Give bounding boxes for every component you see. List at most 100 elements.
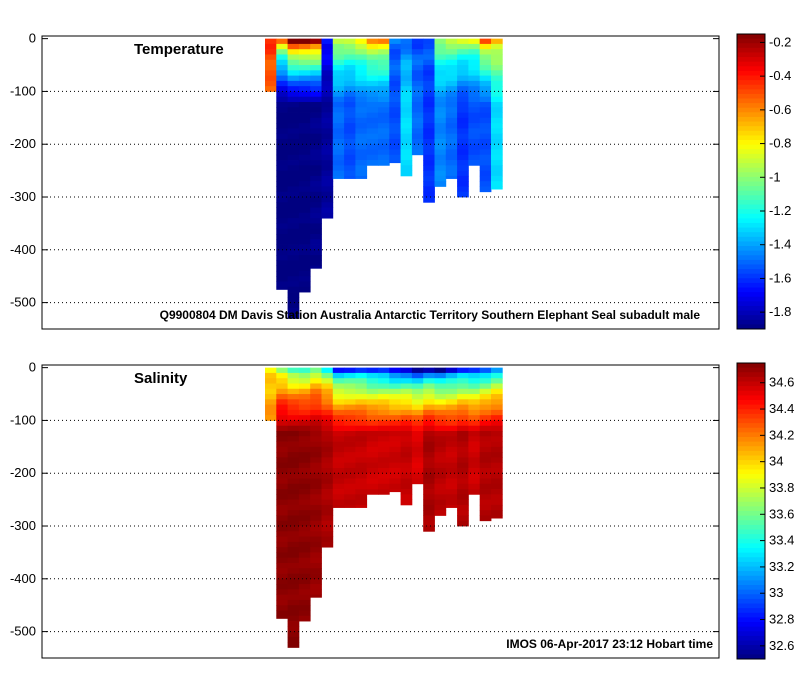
salinity-ytick-label: 0 [29,360,36,375]
salinity-cell [310,568,322,574]
temperature-cell [344,112,356,119]
salinity-cell [287,541,300,548]
temperature-ytick-label: -500 [10,295,36,310]
salinity-cell [310,430,322,437]
salinity-colorbar-tick-label: 32.6 [769,638,794,653]
salinity-cell [423,467,435,474]
temperature-cell [355,91,368,98]
salinity-cell [321,394,334,400]
salinity-colorbar-swatch [737,561,765,568]
salinity-cell [378,483,390,490]
temperature-cell [411,107,424,113]
salinity-colorbar-swatch [737,427,765,433]
temperature-cell [366,75,379,82]
temperature-cell [276,181,288,187]
salinity-cell [310,499,322,506]
salinity-cell [287,388,300,395]
salinity-cell [491,473,503,479]
salinity-cell [321,520,334,527]
salinity-cell [332,383,345,390]
salinity-colorbar-swatch [737,617,765,623]
salinity-cell [411,372,424,379]
salinity-cell [287,557,300,564]
salinity-cell [298,610,311,617]
salinity-cell [378,409,390,416]
temperature-cell [378,160,390,166]
temperature-cell [491,123,503,129]
temperature-colorbar-swatch [737,57,765,63]
salinity-cell [344,378,356,384]
temperature-cell [434,160,447,166]
salinity-cell [332,452,345,458]
temperature-cell [366,43,379,50]
temperature-cell [423,38,435,45]
salinity-cell [366,399,379,405]
temperature-cell [298,270,311,277]
salinity-colorbar-swatch [737,367,765,373]
temperature-cell [332,107,345,113]
salinity-colorbar-swatch [737,501,765,507]
temperature-cell [389,80,401,87]
temperature-cell [298,59,311,66]
temperature-cell [378,80,390,87]
salinity-cell [457,489,469,495]
temperature-cell [423,91,435,98]
salinity-cell [445,425,458,432]
temperature-cell [287,197,300,203]
salinity-ytick-label: -200 [10,465,36,480]
temperature-cell [287,265,300,272]
temperature-cell [389,107,401,113]
temperature-colorbar-swatch [737,278,765,284]
salinity-cell [265,394,277,400]
temperature-colorbar-frame [736,33,766,330]
temperature-cell [479,112,492,119]
salinity-cell [298,552,311,559]
temperature-cell [321,186,334,193]
salinity-cell [366,404,379,411]
temperature-cell [400,170,413,177]
temperature-cell [344,154,356,161]
temperature-cell [423,75,435,82]
temperature-cell [298,207,311,214]
salinity-cell [468,372,481,379]
temperature-cell [310,43,322,50]
salinity-cell [423,446,435,453]
temperature-cell [276,186,288,193]
temperature-cell [344,43,356,50]
temperature-cell [400,43,413,50]
salinity-cell [457,378,469,384]
salinity-cell [321,446,334,453]
temperature-cell [321,154,334,161]
salinity-colorbar-swatch [737,497,765,503]
salinity-cell [287,409,300,416]
temperature-cell [321,86,334,92]
temperature-cell [366,96,379,103]
salinity-profile-2 [276,367,288,619]
temperature-cell [344,138,356,145]
temperature-cell [321,207,334,214]
salinity-cell [321,372,334,379]
temperature-cell [310,107,322,113]
salinity-cell [457,367,469,374]
temperature-cell [389,43,401,50]
salinity-cell [468,441,481,448]
salinity-panel: 0 -100 -200 -300 -400 -500 Salinity IMOS 06-A… [10,360,794,660]
salinity-cell [366,446,379,453]
temperature-cell [457,86,469,92]
temperature-cell [332,80,345,87]
salinity-cell [298,547,311,553]
temperature-cell [298,80,311,87]
temperature-cell [321,128,334,135]
salinity-cell [355,415,368,421]
temperature-cell [491,149,503,156]
salinity-cell [321,499,334,506]
salinity-cell [400,430,413,437]
salinity-cell [298,478,311,485]
salinity-profile-7 [332,367,345,508]
temperature-cell [468,138,481,145]
salinity-cell [389,483,401,490]
temperature-cell [400,112,413,119]
salinity-cell [332,394,345,400]
salinity-cell [310,510,322,516]
temperature-cell [287,286,300,293]
